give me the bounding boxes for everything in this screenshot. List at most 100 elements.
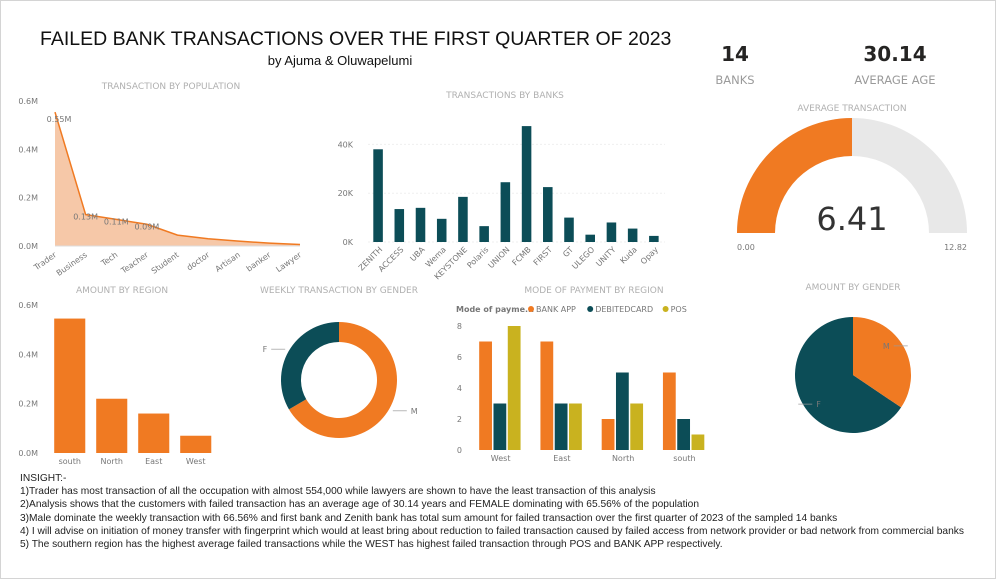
y-tick-label: 0K (343, 238, 354, 247)
x-tick-label: ULEGO (570, 245, 596, 271)
bar (606, 222, 617, 242)
insight-line: 1)Trader has most transaction of all the… (20, 486, 656, 498)
x-tick-label: GT (561, 245, 575, 259)
bar (615, 372, 629, 450)
y-tick-label: 6 (457, 353, 462, 362)
x-tick-label: West (491, 454, 511, 463)
bar (373, 149, 383, 242)
bar (540, 341, 554, 450)
gauge-min-label: 0.00 (737, 243, 755, 252)
x-tick-label: UNION (486, 245, 511, 270)
bar (180, 435, 212, 453)
bar (569, 403, 582, 450)
chart-title: MODE OF PAYMENT BY REGION (524, 286, 663, 296)
bar (493, 403, 507, 450)
x-tick-label: south (59, 457, 81, 466)
legend-marker (528, 306, 534, 312)
x-tick-label: UBA (408, 245, 427, 264)
bar (500, 182, 511, 242)
y-tick-label: 2 (457, 415, 462, 424)
gauge-fill (737, 118, 852, 233)
pie-slice (795, 317, 902, 433)
x-tick-label: Tech (99, 250, 120, 268)
pie-slice (288, 322, 397, 438)
insight-line: 4) I will advise on initiation of money … (20, 525, 964, 537)
x-tick-label: FCMB (510, 245, 532, 267)
bar (649, 235, 659, 242)
insight-line: 3)Male dominate the weekly transaction w… (20, 512, 838, 524)
legend-marker (587, 306, 594, 312)
bar (394, 209, 405, 242)
chart-title: WEEKLY TRANSACTION BY GENDER (260, 286, 418, 296)
bar (54, 318, 86, 453)
chart-title: AMOUNT BY REGION (76, 286, 168, 296)
x-tick-label: West (186, 457, 206, 466)
y-tick-label: 8 (457, 322, 462, 331)
slice-label: F (263, 345, 268, 354)
y-tick-label: 40K (338, 140, 354, 149)
page-subtitle: by Ajuma & Oluwapelumi (267, 53, 413, 68)
x-tick-label: FIRST (532, 245, 554, 267)
x-tick-label: Artisan (214, 250, 242, 274)
data-label: 0.09M (135, 222, 160, 231)
bar (677, 419, 691, 450)
x-tick-label: banker (245, 250, 273, 274)
y-tick-label: 0.2M (18, 194, 38, 203)
bar (436, 218, 447, 242)
bar (479, 341, 492, 450)
y-tick-label: 0.4M (18, 145, 38, 154)
x-tick-label: Trader (32, 250, 59, 273)
x-tick-label: North (612, 454, 634, 463)
bar (630, 403, 644, 450)
x-tick-label: UNITY (594, 245, 617, 268)
bar (627, 228, 638, 242)
y-tick-label: 0.2M (18, 400, 38, 409)
chart-title: AMOUNT BY GENDER (806, 283, 901, 293)
bar (138, 413, 170, 453)
pie-slice (853, 316, 912, 408)
x-tick-label: south (673, 454, 695, 463)
y-tick-label: 0 (457, 446, 462, 455)
pie-slice (280, 322, 339, 410)
x-tick-label: Polaris (465, 245, 490, 270)
chart-title: TRANSACTION BY POPULATION (101, 82, 240, 92)
legend-marker (662, 306, 669, 312)
y-tick-label: 20K (338, 189, 354, 198)
kpi-banks-value: 14 (721, 42, 749, 66)
bar (543, 187, 553, 242)
bar (479, 226, 489, 242)
x-tick-label: doctor (185, 250, 212, 273)
y-tick-label: 0.0M (18, 242, 38, 251)
legend-label: BANK APP (536, 305, 576, 314)
y-tick-label: 4 (457, 384, 462, 393)
page-title: FAILED BANK TRANSACTIONS OVER THE FIRST … (40, 28, 672, 50)
y-tick-label: 0.0M (18, 449, 38, 458)
x-tick-label: Teacher (119, 250, 151, 276)
bar (507, 326, 521, 450)
bar (96, 398, 128, 453)
insight-section: INSIGHT:- 1)Trader has most transaction … (20, 472, 980, 551)
bar (415, 207, 426, 242)
area-line (54, 111, 301, 246)
area-fill (55, 112, 300, 246)
insight-heading: INSIGHT:- (20, 473, 67, 484)
chart-title: AVERAGE TRANSACTION (797, 104, 906, 114)
kpi-banks-label: BANKS (715, 73, 755, 87)
x-tick-label: Business (55, 250, 89, 278)
x-tick-label: East (553, 454, 570, 463)
bar (564, 217, 574, 242)
bar (554, 403, 568, 450)
bar (691, 434, 705, 450)
y-tick-label: 0.6M (18, 301, 38, 310)
bar (585, 234, 595, 242)
slice-label: M (411, 407, 418, 416)
x-tick-label: North (101, 457, 123, 466)
slice-label: F (816, 400, 821, 409)
bar (521, 126, 532, 242)
legend-label: POS (671, 305, 687, 314)
x-tick-label: Opay (639, 245, 660, 266)
y-tick-label: 0.4M (18, 350, 38, 359)
data-label: 0.13M (73, 213, 98, 222)
kpi-average-age-value: 30.14 (863, 42, 927, 66)
